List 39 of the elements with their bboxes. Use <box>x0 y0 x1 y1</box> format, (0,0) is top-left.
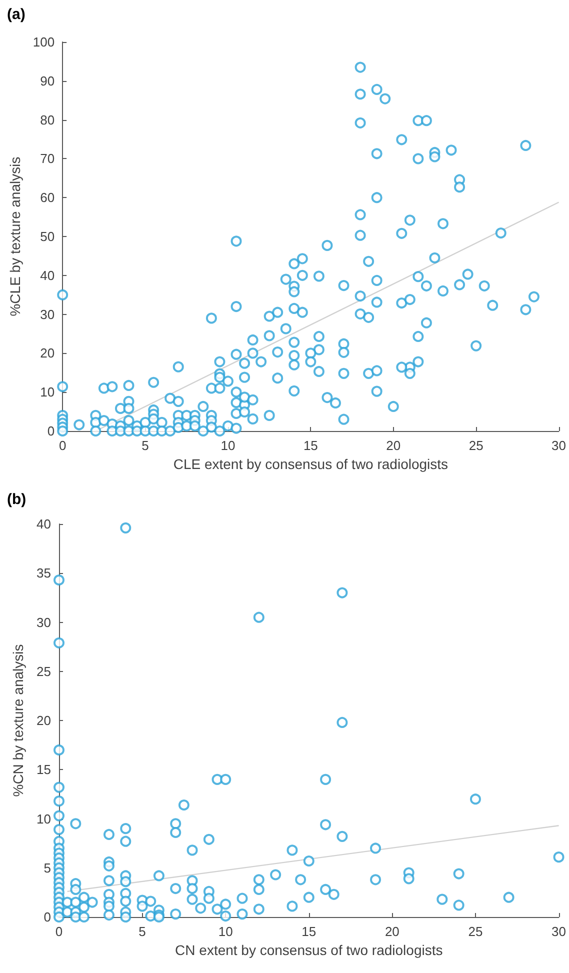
x-tick-label: 20 <box>386 438 401 453</box>
y-tick-label: 5 <box>44 860 51 876</box>
y-tick-label: 80 <box>40 112 55 128</box>
x-tick-label: 30 <box>552 924 566 939</box>
x-axis-title: CN extent by consensus of two radiologists <box>175 942 443 958</box>
x-tick-label: 30 <box>552 438 566 453</box>
y-tick-label: 50 <box>40 229 55 244</box>
x-tick-label: 15 <box>302 924 316 939</box>
y-tick-label: 20 <box>40 346 55 361</box>
x-tick-label: 10 <box>218 924 233 939</box>
y-axis-title: %CN by texture analysis <box>10 644 26 797</box>
y-tick-label: 10 <box>36 811 51 826</box>
y-tick-label: 25 <box>36 664 51 679</box>
x-tick-label: 0 <box>58 438 66 453</box>
chart-title: (a) <box>7 6 26 23</box>
y-tick-label: 30 <box>36 614 51 630</box>
y-tick-label: 70 <box>40 151 55 166</box>
chart-title: (b) <box>7 491 26 508</box>
y-axis-title: %CLE by texture analysis <box>7 156 23 316</box>
y-tick-label: 40 <box>36 516 51 532</box>
y-tick-label: 0 <box>44 910 51 924</box>
x-tick-label: 25 <box>468 438 484 453</box>
x-tick-label: 15 <box>303 438 318 453</box>
x-tick-label: 20 <box>384 924 400 939</box>
x-tick-label: 10 <box>220 438 236 453</box>
y-tick-label: 35 <box>36 566 51 581</box>
y-tick-label: 15 <box>36 762 51 778</box>
y-tick-label: 60 <box>40 190 55 206</box>
y-tick-label: 20 <box>36 713 51 728</box>
x-axis-title: CLE extent by consensus of two radiologists <box>173 456 448 472</box>
x-tick-label: 25 <box>468 924 483 939</box>
y-tick-label: 0 <box>47 424 55 438</box>
x-tick-label: 5 <box>138 924 146 939</box>
y-tick-label: 10 <box>40 384 55 400</box>
y-tick-label: 40 <box>40 268 55 283</box>
y-tick-label: 30 <box>40 306 55 322</box>
y-tick-label: 90 <box>40 73 55 88</box>
y-tick-label: 100 <box>32 34 55 50</box>
x-tick-label: 5 <box>142 438 149 453</box>
